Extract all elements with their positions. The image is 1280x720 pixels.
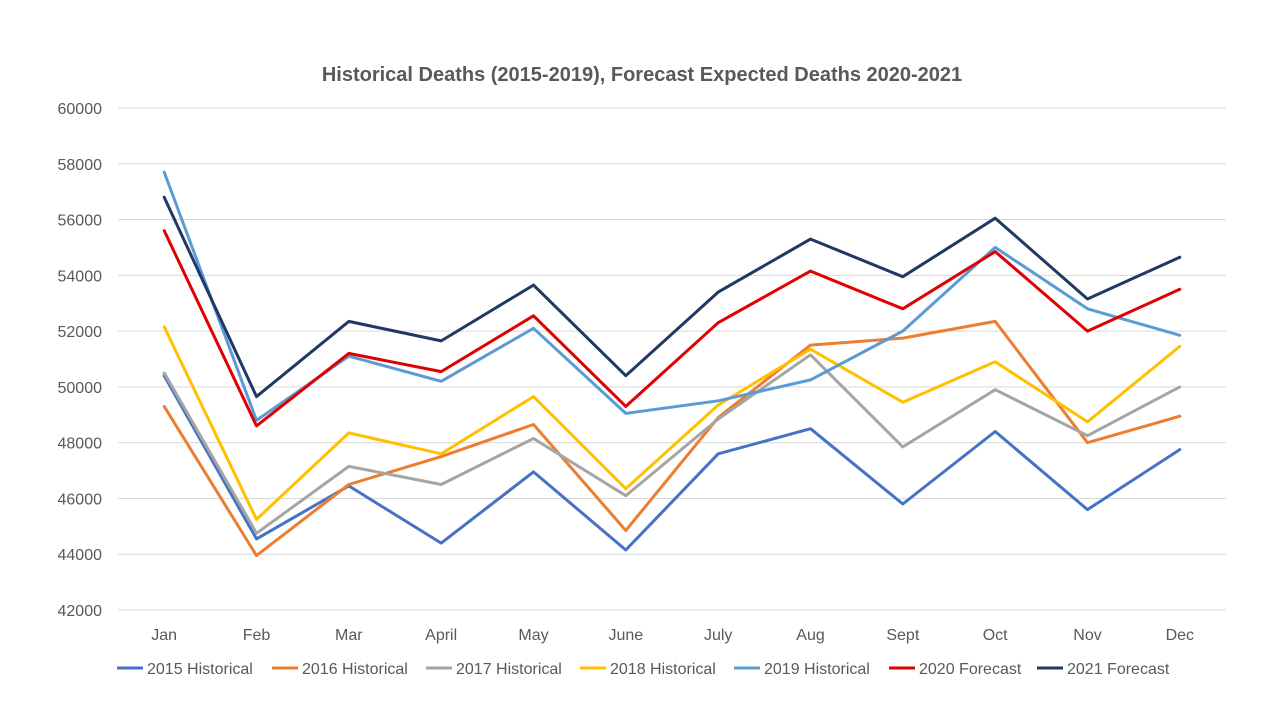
series-line-2017-historical — [162, 353, 1182, 535]
legend-item: 2016 Historical — [272, 661, 408, 678]
legend-label: 2016 Historical — [302, 661, 408, 678]
legend-item: 2019 Historical — [734, 661, 870, 678]
x-tick-label: Mar — [335, 627, 363, 644]
x-tick-label: Jan — [151, 627, 177, 644]
series-line-2021-forecast — [162, 195, 1182, 399]
y-tick-label: 42000 — [58, 603, 103, 620]
series-line-2016-historical — [162, 319, 1182, 558]
legend-item: 2015 Historical — [117, 661, 253, 678]
legend-label: 2017 Historical — [456, 661, 562, 678]
x-axis-ticks: Jan Feb Mar April May June July Aug Sept Oct Nov De… — [151, 627, 1194, 644]
y-tick-label: 48000 — [58, 436, 103, 453]
legend-label: 2020 Forecast — [919, 661, 1022, 678]
y-tick-label: 52000 — [58, 324, 103, 341]
y-tick-label: 60000 — [58, 101, 103, 118]
y-tick-label: 44000 — [58, 547, 103, 564]
legend-label: 2021 Forecast — [1067, 661, 1170, 678]
series-lines — [162, 170, 1182, 558]
y-tick-label: 46000 — [58, 491, 103, 508]
x-tick-label: May — [518, 627, 548, 644]
chart-title: Historical Deaths (2015-2019), Forecast … — [322, 64, 962, 86]
x-tick-label: Sept — [886, 627, 919, 644]
legend-label: 2019 Historical — [764, 661, 870, 678]
legend-label: 2018 Historical — [610, 661, 716, 678]
y-tick-label: 58000 — [58, 157, 103, 174]
series-line-2020-forecast — [162, 229, 1182, 428]
y-tick-label: 54000 — [58, 268, 103, 285]
legend-item: 2021 Forecast — [1037, 661, 1170, 678]
series-line-2018-historical — [162, 325, 1182, 521]
legend-item: 2018 Historical — [580, 661, 716, 678]
x-tick-label: Dec — [1166, 627, 1194, 644]
legend-item: 2017 Historical — [426, 661, 562, 678]
legend-item: 2020 Forecast — [889, 661, 1022, 678]
x-tick-label: July — [704, 627, 732, 644]
x-tick-label: Aug — [796, 627, 824, 644]
x-tick-label: Oct — [983, 627, 1008, 644]
y-axis-ticks: 42000 44000 46000 48000 50000 52000 54000 56000… — [58, 101, 103, 620]
y-tick-label: 50000 — [58, 380, 103, 397]
y-tick-label: 56000 — [58, 213, 103, 230]
x-tick-label: Nov — [1073, 627, 1101, 644]
x-tick-label: April — [425, 627, 457, 644]
x-tick-label: June — [608, 627, 643, 644]
legend: 2015 Historical 2016 Historical 2017 Histo… — [117, 661, 1170, 678]
x-tick-label: Feb — [243, 627, 271, 644]
legend-label: 2015 Historical — [147, 661, 253, 678]
